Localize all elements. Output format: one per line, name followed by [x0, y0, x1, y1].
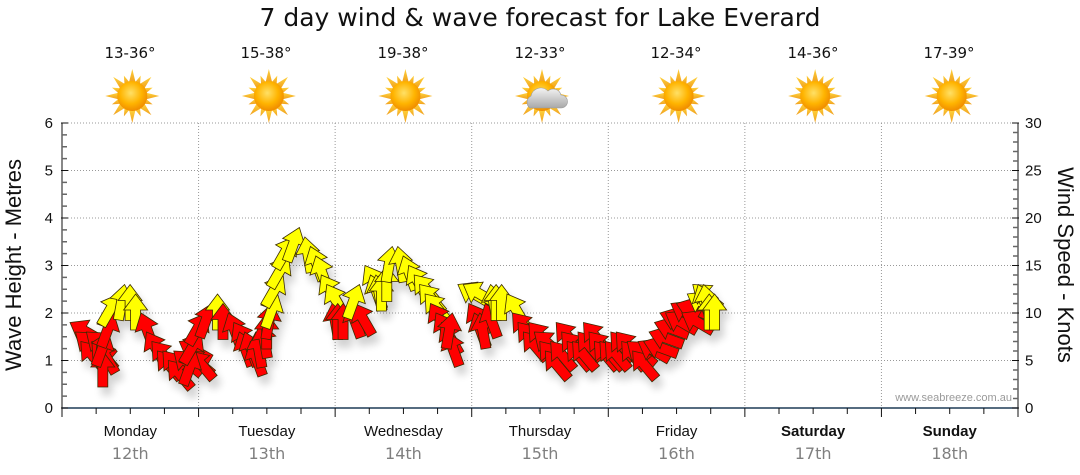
wind-arrow [436, 312, 463, 350]
day-temperature: 14-36° [787, 44, 839, 62]
left-axis-label: Wave Height - Metres [1, 159, 26, 371]
sun-disc [936, 81, 967, 111]
sun-disc [117, 81, 148, 111]
sun-disc [800, 81, 831, 111]
left-tick-label: 2 [45, 305, 53, 322]
sun-ray [811, 110, 819, 123]
wind-arrow [351, 302, 377, 338]
sun-ray [651, 92, 665, 100]
sun-ray [692, 92, 706, 100]
day-temperature: 12-33° [514, 44, 566, 62]
weather-icons [105, 69, 979, 123]
sun-disc [253, 81, 284, 111]
sunny-icon [105, 69, 160, 123]
sun-ray [811, 69, 819, 82]
grid-lines [62, 122, 1018, 408]
date-label: 18th [931, 444, 968, 463]
sun-ray [965, 92, 979, 100]
sun-ray [402, 69, 409, 82]
day-temperature: 12-34° [650, 44, 702, 62]
left-tick-label: 3 [45, 258, 53, 275]
sunny-icon [378, 69, 433, 123]
sunny-icon [788, 69, 843, 123]
sunny-icon [924, 69, 979, 123]
right-tick-label: 20 [1025, 210, 1042, 227]
partly-cloudy-icon [515, 69, 569, 123]
sun-ray [829, 92, 843, 100]
left-tick-label: 6 [45, 115, 53, 132]
sun-ray [241, 92, 255, 100]
day-label: Monday [104, 423, 158, 440]
sun-ray [419, 92, 433, 100]
sun-disc [663, 81, 694, 111]
day-label: Thursday [509, 423, 572, 440]
day-label: Saturday [781, 423, 846, 440]
sunny-icon [651, 69, 706, 123]
day-temperature: 19-38° [377, 44, 429, 62]
left-tick-label: 0 [45, 400, 53, 417]
day-label: Friday [656, 423, 698, 440]
sun-ray [378, 92, 392, 100]
day-temperature: 17-39° [923, 44, 975, 62]
sun-ray [924, 92, 938, 100]
sun-ray [146, 92, 160, 100]
date-label: 13th [248, 444, 285, 463]
right-tick-label: 30 [1025, 115, 1042, 132]
wind-arrow [701, 293, 728, 331]
sun-ray [282, 92, 296, 100]
sun-ray [515, 92, 528, 100]
sun-ray [538, 110, 546, 123]
wind-arrow [632, 350, 661, 383]
sun-ray [265, 110, 273, 123]
right-tick-label: 10 [1025, 305, 1042, 322]
right-axis-label: Wind Speed - Knots [1053, 167, 1078, 363]
date-label: 14th [385, 444, 422, 463]
sun-disc [390, 81, 421, 111]
right-tick-label: 15 [1025, 258, 1042, 275]
day-label: Wednesday [364, 423, 443, 440]
sun-ray [105, 92, 119, 100]
right-tick-label: 25 [1025, 163, 1042, 180]
left-tick-label: 1 [45, 353, 53, 370]
sun-ray [948, 69, 955, 82]
right-tick-label: 0 [1025, 400, 1033, 417]
date-label: 15th [522, 444, 559, 463]
sunny-icon [241, 69, 296, 123]
left-tick-label: 5 [45, 163, 53, 180]
chart-title: 7 day wind & wave forecast for Lake Ever… [259, 3, 821, 32]
date-label: 12th [112, 444, 149, 463]
day-label: Sunday [923, 423, 978, 440]
date-label: 16th [658, 444, 695, 463]
x-axis-labels: Monday 12th Tuesday 13th Wednesday 14th Thursd… [104, 423, 978, 463]
cloud-icon [526, 87, 568, 109]
wind-arrow [341, 283, 366, 321]
day-label: Tuesday [238, 423, 295, 440]
sun-ray [675, 69, 682, 82]
date-label: 17th [795, 444, 832, 463]
cloud-shape [526, 87, 568, 109]
sun-ray [129, 69, 136, 82]
axes: 0 1 2 3 4 5 6 0 5 10 15 20 25 30 [45, 115, 1042, 417]
sun-ray [788, 92, 802, 100]
sun-ray [129, 110, 136, 123]
right-tick-label: 5 [1025, 353, 1033, 370]
sun-ray [402, 110, 409, 123]
sun-ray [265, 69, 273, 82]
left-tick-label: 4 [45, 210, 53, 227]
sun-ray [538, 69, 546, 82]
wind-arrows [69, 226, 728, 392]
credit-text: www.seabreeze.com.au [894, 392, 1012, 404]
day-temperature: 15-38° [240, 44, 292, 62]
sun-ray [675, 110, 682, 123]
sun-ray [948, 110, 955, 123]
day-temperature: 13-36° [104, 44, 156, 62]
